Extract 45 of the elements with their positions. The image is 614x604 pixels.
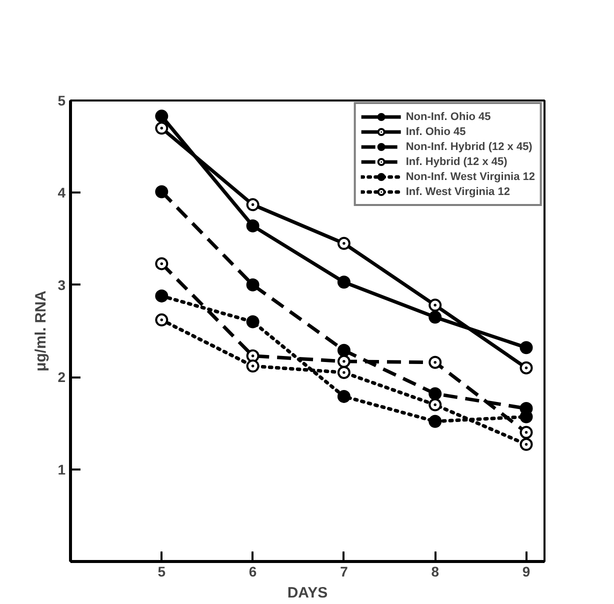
x-tick-label: 5 <box>158 564 166 580</box>
y-tick-label: 1 <box>58 461 66 478</box>
point <box>246 278 260 292</box>
y-tick-label: 2 <box>58 369 66 386</box>
point <box>246 360 260 373</box>
point <box>155 313 168 326</box>
point <box>246 315 260 328</box>
y-tick-label: 4 <box>58 184 66 201</box>
x-tick-label: 6 <box>248 564 257 580</box>
x-axis-title: DAYS <box>287 584 328 602</box>
point <box>246 198 260 212</box>
y-tick-label: 5 <box>58 92 66 108</box>
x-tick-label: 8 <box>431 564 440 580</box>
point <box>428 356 442 369</box>
legend-label: Non-Inf. Ohio 45 <box>406 110 491 124</box>
point <box>337 236 350 250</box>
point <box>337 354 350 368</box>
point <box>520 426 533 439</box>
point <box>155 110 168 123</box>
y-axis-title: μg/ml. RNA <box>32 290 50 372</box>
point <box>155 289 168 302</box>
legend-label: Inf. Ohio 45 <box>406 124 466 139</box>
point <box>520 438 533 451</box>
point <box>155 122 168 135</box>
point <box>428 398 442 412</box>
point <box>337 366 350 379</box>
legend-label: Inf. West Virginia 12 <box>406 184 510 199</box>
point <box>246 219 260 232</box>
x-tick-label: 7 <box>340 564 348 580</box>
point <box>520 341 533 354</box>
point <box>155 185 168 198</box>
point <box>428 310 442 324</box>
point <box>337 276 350 289</box>
point <box>155 257 168 270</box>
x-tick-label: 9 <box>522 564 530 580</box>
legend-label: Non-Inf. Hybrid (12 x 45) <box>406 140 532 154</box>
point <box>428 387 442 400</box>
point <box>337 344 350 357</box>
point <box>428 298 442 312</box>
legend-label: Inf. Hybrid (12 x 45) <box>406 154 508 169</box>
point <box>428 414 442 428</box>
y-tick-label: 3 <box>58 276 66 293</box>
legend-label: Non-Inf. West Virginia 12 <box>406 170 535 184</box>
point <box>520 361 533 374</box>
point <box>337 390 350 403</box>
